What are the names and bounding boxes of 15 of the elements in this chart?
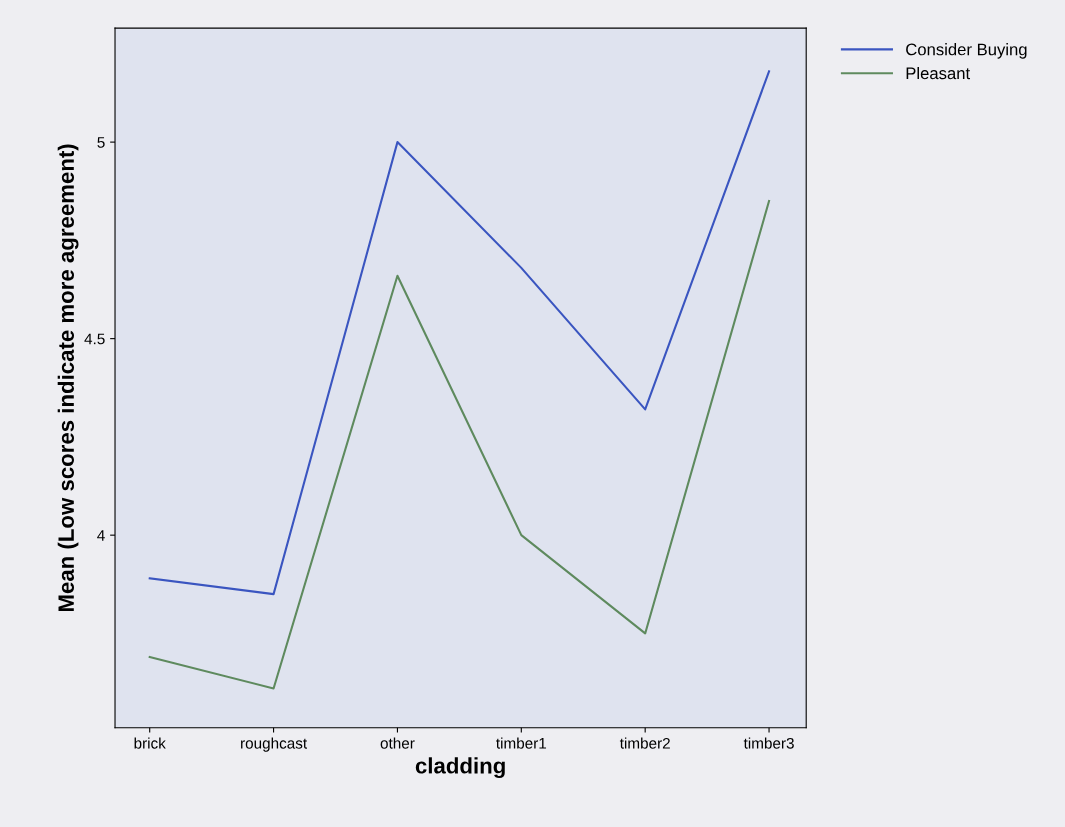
- line-series: [148, 70, 771, 596]
- y-axis-title: Mean (Low scores indicate more agreement): [57, 144, 79, 612]
- y-tick-label: 4: [97, 530, 105, 541]
- x-tick-label: timber1: [496, 737, 547, 749]
- x-axis-title: cladding: [415, 757, 505, 779]
- y-tick-label: 5: [97, 137, 105, 148]
- x-tick-label: brick: [134, 737, 166, 749]
- line-series: [148, 200, 771, 690]
- x-tick-label: timber3: [743, 737, 794, 749]
- legend-label: Consider Buying: [906, 43, 1027, 59]
- x-tick-label: roughcast: [241, 737, 308, 752]
- y-tick-label: 4.5: [84, 333, 105, 345]
- x-tick-label: other: [380, 737, 415, 749]
- x-tick-label: timber2: [619, 737, 670, 749]
- legend-label: Pleasant: [906, 66, 971, 80]
